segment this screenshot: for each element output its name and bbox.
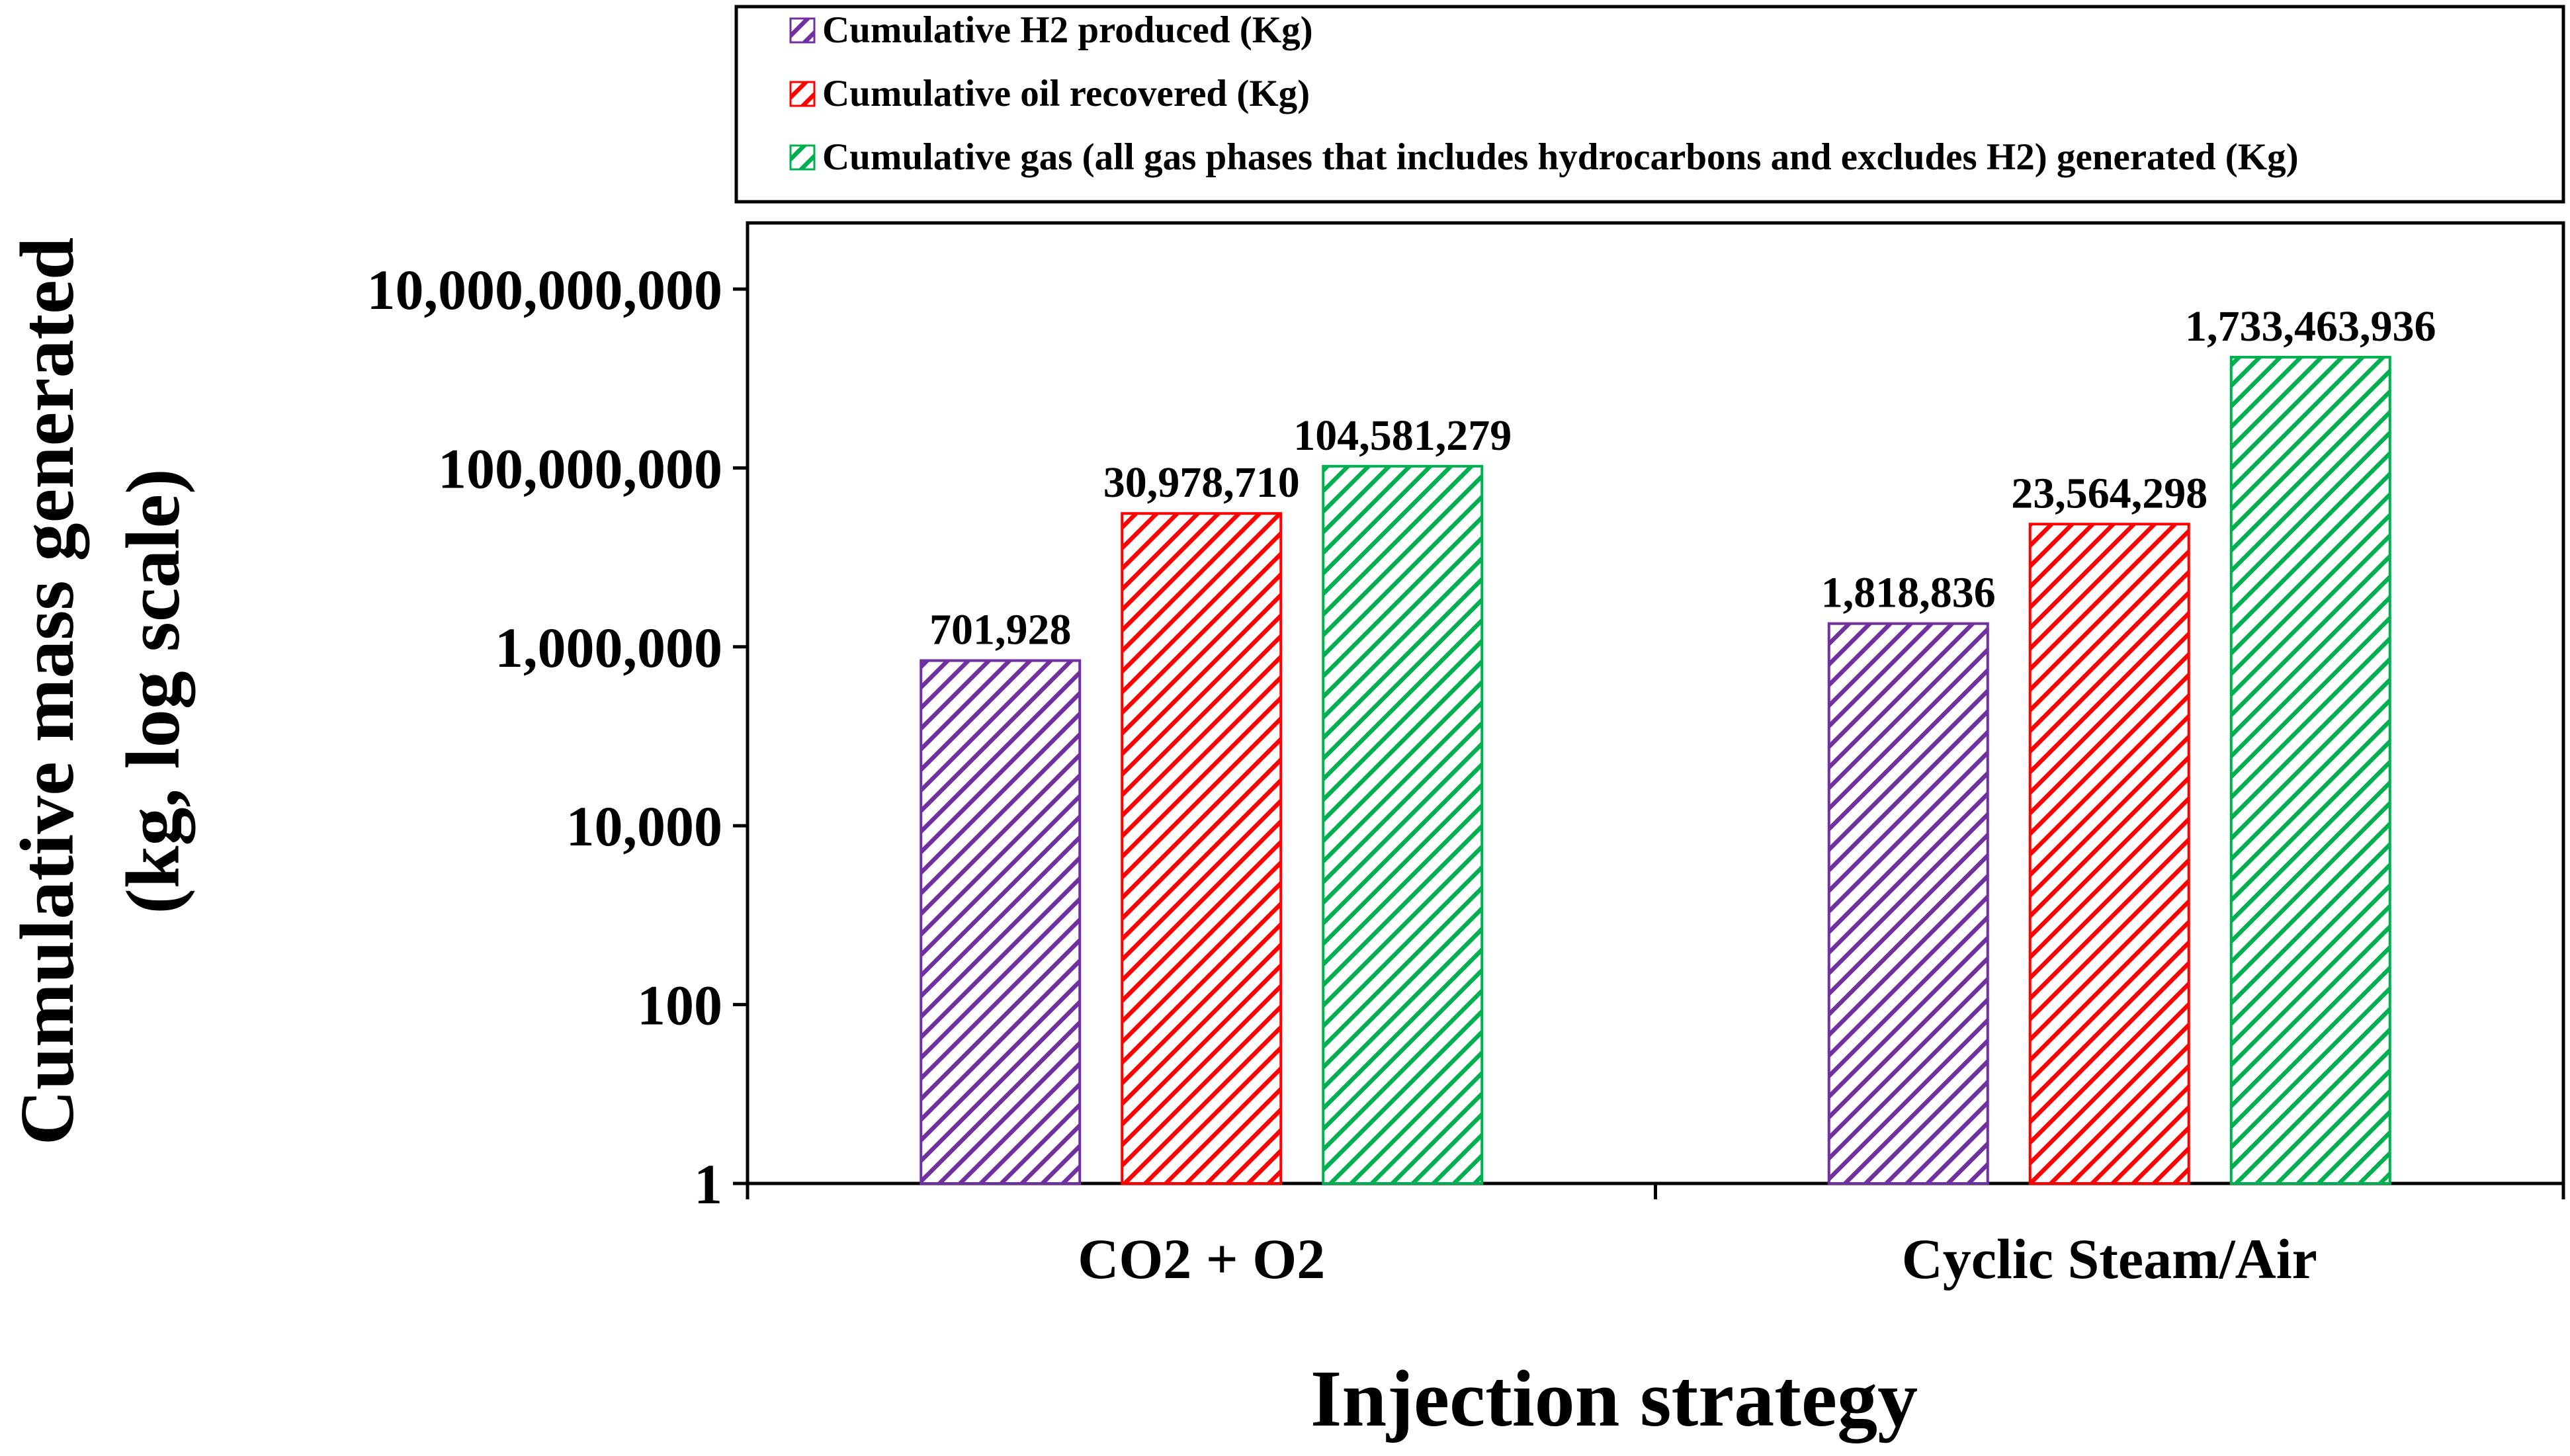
- bar: [1827, 622, 1989, 1185]
- y-tick-label: 10,000: [566, 794, 723, 858]
- bar: [2028, 523, 2190, 1185]
- legend-swatch: [789, 17, 816, 44]
- x-axis-title: Injection strategy: [1310, 1354, 1918, 1443]
- y-axis-title-line-1: Cumulative mass generated: [5, 237, 90, 1146]
- y-axis-title-line-2: (kg, log scale): [111, 468, 196, 914]
- bar: [1121, 512, 1283, 1185]
- y-tick-label: 1,000,000: [495, 616, 722, 679]
- legend-swatch: [789, 81, 816, 107]
- legend: Cumulative H2 produced (Kg) Cumulative oi…: [734, 5, 2565, 204]
- bar: [2229, 355, 2391, 1185]
- data-label: 30,978,710: [1103, 458, 1300, 507]
- legend-label: Cumulative H2 produced (Kg): [822, 9, 1313, 51]
- x-tick-label: CO2 + O2: [1078, 1227, 1325, 1291]
- legend-swatch: [789, 144, 816, 171]
- axes: 1 100 10,000 1,000,000 100,000,000 10,000,000…: [367, 223, 2565, 1291]
- legend-frame: [734, 5, 2565, 204]
- y-tick-label: 10,000,000,000: [367, 258, 723, 321]
- y-tick-label: 100: [637, 974, 722, 1037]
- data-label: 701,928: [929, 606, 1072, 654]
- y-tick-label: 100,000,000: [438, 437, 722, 500]
- x-tick-label: Cyclic Steam/Air: [1902, 1227, 2317, 1291]
- data-label: 1,818,836: [1821, 569, 1996, 617]
- bar: [1322, 464, 1484, 1185]
- legend-label: Cumulative oil recovered (Kg): [822, 73, 1310, 114]
- data-label: 23,564,298: [2011, 469, 2207, 517]
- y-tick-label: 1: [694, 1152, 722, 1216]
- data-label: 104,581,279: [1293, 411, 1512, 460]
- y-axis-title: Cumulative mass generated (kg, log scale…: [5, 237, 196, 1146]
- legend-label: Cumulative gas (all gas phases that incl…: [822, 136, 2299, 178]
- data-label: 1,733,463,936: [2185, 302, 2436, 351]
- bar: [920, 659, 1082, 1185]
